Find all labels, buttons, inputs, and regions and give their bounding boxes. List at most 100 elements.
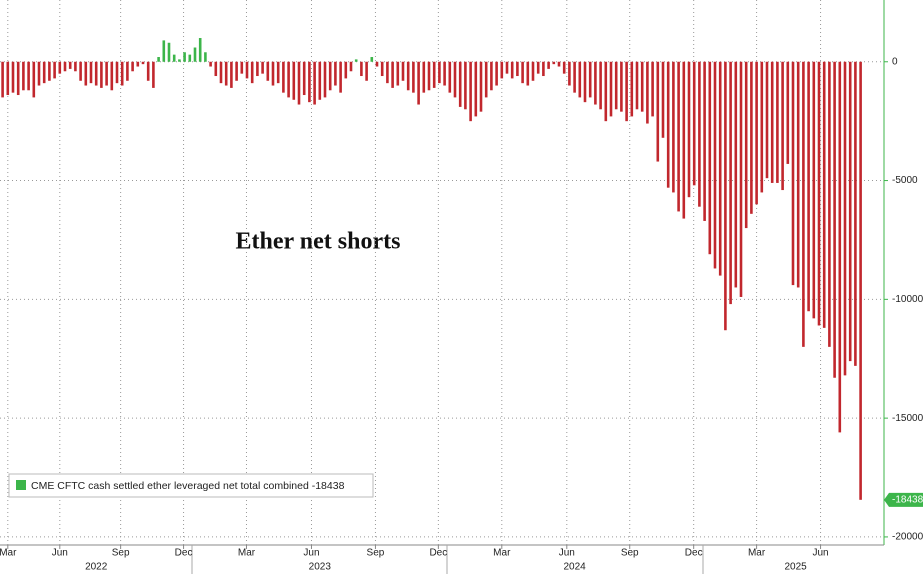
bar [661, 61, 665, 138]
bar [791, 61, 795, 286]
x-tick-label: Mar [0, 548, 17, 559]
bar [703, 61, 706, 221]
x-tick-label: Mar [238, 548, 256, 559]
bar [542, 61, 545, 77]
bar [396, 61, 400, 86]
x-tick-label: Sep [112, 548, 130, 559]
bar [349, 61, 353, 72]
bar [115, 61, 119, 84]
year-label: 2022 [85, 562, 108, 573]
year-label: 2025 [784, 562, 807, 573]
bar [802, 61, 805, 347]
bar [79, 61, 82, 81]
bar [552, 61, 556, 65]
bar [276, 61, 280, 84]
bar [739, 61, 743, 297]
bar [334, 61, 337, 86]
x-tick-label: Dec [685, 548, 703, 559]
bar [406, 61, 410, 91]
bar [178, 59, 181, 62]
bar [510, 61, 514, 79]
bar [536, 61, 540, 74]
bar [365, 61, 368, 81]
bar [308, 61, 311, 103]
bar [474, 61, 478, 117]
bar [235, 61, 238, 81]
bar [859, 61, 862, 500]
bar [729, 61, 732, 305]
bar [718, 61, 722, 276]
bar [698, 61, 701, 207]
bar [386, 61, 389, 84]
y-tick-label: -5000 [892, 175, 918, 186]
bar [167, 42, 171, 62]
bar [219, 61, 223, 84]
bar [604, 61, 608, 122]
bar [432, 61, 436, 88]
bar [620, 61, 623, 112]
x-tick-label: Sep [621, 548, 639, 559]
bar [828, 61, 831, 347]
bar [126, 61, 129, 81]
bar [152, 61, 155, 88]
bar [146, 61, 150, 81]
bar [339, 61, 342, 93]
x-tick-label: Mar [493, 548, 511, 559]
bar [646, 61, 649, 124]
bar [651, 61, 654, 117]
bar [588, 61, 592, 98]
bar [261, 61, 264, 74]
bar [183, 52, 186, 62]
bar [666, 61, 670, 188]
bar [354, 59, 358, 62]
bar [479, 61, 483, 112]
bar [323, 61, 327, 98]
y-tick-label: -20000 [892, 532, 923, 543]
bar [848, 61, 852, 362]
bar [105, 61, 108, 86]
bar [453, 61, 457, 98]
x-tick-label: Jun [812, 548, 828, 559]
bar [781, 61, 784, 191]
bar [796, 61, 800, 288]
bar [750, 61, 753, 214]
bar [256, 61, 259, 77]
bar [469, 61, 472, 122]
bar [240, 61, 244, 74]
bar [250, 61, 254, 84]
bar [375, 61, 379, 67]
bar [490, 61, 493, 91]
x-tick-label: Jun [559, 548, 575, 559]
bar [807, 61, 810, 312]
bar [770, 61, 774, 183]
x-tick-label: Mar [748, 548, 766, 559]
bar [495, 61, 498, 86]
bar [63, 61, 67, 72]
x-tick-label: Dec [175, 548, 193, 559]
bar [843, 61, 847, 376]
bar [48, 61, 51, 81]
bar [94, 61, 98, 86]
x-tick-label: Jun [303, 548, 319, 559]
bar [292, 61, 296, 100]
bar [630, 61, 634, 117]
bar [422, 61, 426, 93]
bar [786, 61, 790, 164]
bar [682, 61, 686, 219]
bar [755, 61, 758, 205]
bar [635, 61, 639, 110]
x-tick-label: Dec [429, 548, 447, 559]
bar [765, 61, 769, 179]
bar [557, 61, 561, 67]
bar [672, 61, 675, 193]
bar [100, 61, 103, 88]
bar [380, 61, 384, 77]
bar [724, 61, 727, 331]
bar [157, 57, 160, 62]
bar [656, 61, 660, 162]
last-value-label: -18438 [892, 494, 923, 505]
bar [297, 61, 301, 105]
bar [594, 61, 597, 105]
bar [776, 61, 779, 183]
